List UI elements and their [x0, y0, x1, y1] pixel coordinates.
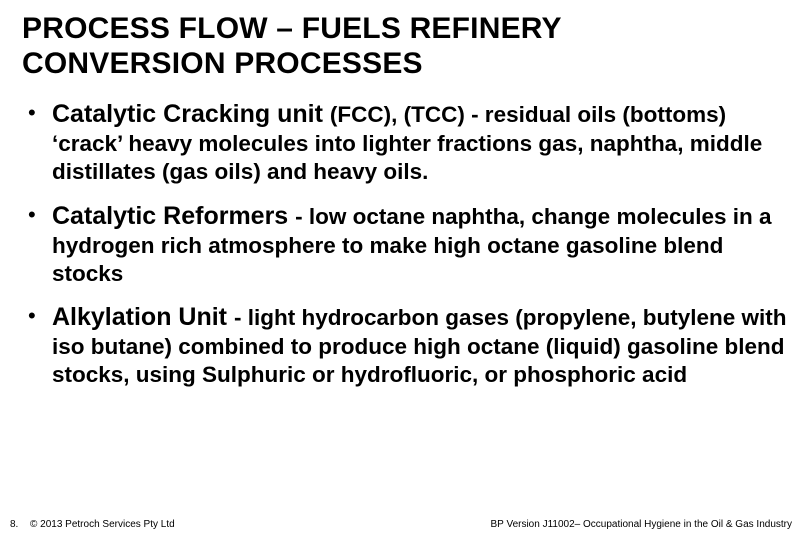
bullet-list: • Catalytic Cracking unit (FCC), (TCC) -… — [22, 99, 788, 390]
bullet-content: Catalytic Cracking unit (FCC), (TCC) - r… — [52, 99, 788, 187]
bullet-marker: • — [28, 201, 52, 289]
list-item: • Catalytic Reformers - low octane napht… — [28, 201, 788, 289]
slide: PROCESS FLOW – FUELS REFINERY CONVERSION… — [0, 0, 810, 540]
title-line-2: CONVERSION PROCESSES — [22, 47, 423, 80]
course-label: BP Version J11002– Occupational Hygiene … — [491, 519, 810, 530]
bullet-marker: • — [28, 99, 52, 187]
copyright: © 2013 Petroch Services Pty Ltd — [30, 519, 491, 530]
slide-title: PROCESS FLOW – FUELS REFINERY CONVERSION… — [22, 12, 788, 81]
page-number: 8. — [0, 519, 30, 530]
bullet-heading: Alkylation Unit — [52, 303, 234, 331]
bullet-marker: • — [28, 302, 52, 390]
bullet-content: Catalytic Reformers - low octane naphtha… — [52, 201, 788, 289]
footer: 8. © 2013 Petroch Services Pty Ltd BP Ve… — [0, 519, 810, 530]
title-line-1: PROCESS FLOW – FUELS REFINERY — [22, 12, 562, 45]
bullet-heading: Catalytic Cracking unit — [52, 100, 330, 128]
bullet-content: Alkylation Unit - light hydrocarbon gase… — [52, 302, 788, 390]
list-item: • Catalytic Cracking unit (FCC), (TCC) -… — [28, 99, 788, 187]
list-item: • Alkylation Unit - light hydrocarbon ga… — [28, 302, 788, 390]
bullet-heading: Catalytic Reformers — [52, 202, 295, 230]
